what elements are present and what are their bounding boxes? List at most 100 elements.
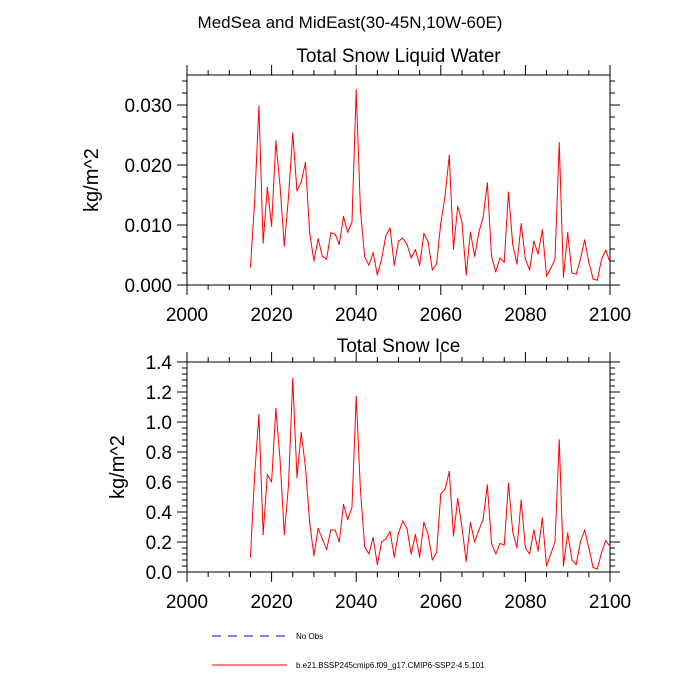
data-point bbox=[592, 566, 594, 569]
data-point bbox=[330, 529, 332, 531]
data-point bbox=[516, 547, 518, 549]
data-point bbox=[372, 252, 374, 254]
data-point bbox=[478, 231, 480, 233]
series-line bbox=[249, 89, 611, 281]
data-point bbox=[537, 550, 539, 552]
data-point bbox=[292, 132, 294, 134]
data-point bbox=[249, 556, 252, 558]
data-point bbox=[283, 533, 285, 536]
data-point bbox=[448, 470, 450, 473]
panel-2: Total Snow Ice kg/m^2 2000 2020 2040 2060 2080… bbox=[107, 336, 631, 613]
data-point bbox=[300, 431, 302, 434]
data-point bbox=[524, 547, 527, 549]
data-point bbox=[600, 551, 603, 554]
x-tick-label: 2060 bbox=[420, 305, 462, 326]
data-point bbox=[507, 482, 510, 485]
panel-title: Total Snow Ice bbox=[337, 336, 461, 357]
data-point bbox=[304, 466, 307, 468]
data-point bbox=[279, 458, 281, 461]
data-point bbox=[258, 105, 260, 107]
data-point bbox=[372, 536, 374, 539]
data-point bbox=[600, 258, 603, 260]
panel-title: Total Snow Liquid Water bbox=[296, 46, 501, 67]
data-point bbox=[266, 186, 268, 188]
data-point bbox=[435, 263, 438, 265]
data-point bbox=[342, 503, 345, 506]
data-point bbox=[457, 497, 459, 500]
data-point bbox=[380, 258, 383, 260]
y-tick-label: 0.4 bbox=[146, 503, 173, 524]
data-point bbox=[402, 237, 404, 239]
data-point bbox=[440, 493, 442, 495]
data-point bbox=[512, 243, 514, 245]
data-point bbox=[266, 473, 268, 476]
data-point bbox=[533, 529, 535, 531]
series-points bbox=[249, 89, 611, 281]
data-point bbox=[575, 563, 577, 566]
data-point bbox=[275, 407, 277, 410]
data-point bbox=[393, 264, 395, 266]
data-point bbox=[554, 541, 556, 543]
data-point bbox=[529, 269, 531, 271]
data-point bbox=[520, 499, 522, 501]
data-point bbox=[287, 196, 290, 198]
data-point bbox=[359, 209, 362, 211]
x-tick-label: 2040 bbox=[335, 592, 377, 613]
data-point bbox=[419, 556, 421, 558]
data-point bbox=[275, 140, 277, 142]
y-ticks: 0.0 0.2 0.4 0.6 0.8 1.0 1.2 1.4 bbox=[146, 353, 620, 584]
data-point bbox=[482, 518, 484, 521]
data-point bbox=[545, 275, 548, 277]
data-point bbox=[402, 520, 404, 522]
data-point bbox=[368, 553, 370, 555]
data-point bbox=[359, 488, 362, 491]
x-tick-label: 2000 bbox=[166, 592, 208, 613]
data-point bbox=[490, 255, 493, 257]
data-point bbox=[579, 541, 581, 543]
data-point bbox=[254, 200, 256, 202]
data-point bbox=[249, 266, 252, 268]
data-point bbox=[376, 274, 378, 276]
data-point bbox=[609, 545, 611, 548]
data-point bbox=[579, 258, 581, 260]
data-point bbox=[495, 271, 497, 273]
data-point bbox=[330, 232, 332, 234]
legend-item: b.e21.BSSP245cmip6.f09_g17.CMIP6-SSP2-4.… bbox=[212, 661, 485, 670]
data-point bbox=[300, 181, 302, 183]
data-point bbox=[558, 439, 560, 441]
data-point bbox=[419, 264, 421, 266]
data-point bbox=[588, 547, 590, 549]
x-tick-label: 2100 bbox=[589, 305, 631, 326]
data-point bbox=[347, 518, 349, 521]
data-point bbox=[406, 527, 408, 530]
data-point bbox=[541, 517, 543, 519]
data-point bbox=[499, 257, 501, 259]
data-point bbox=[376, 563, 378, 566]
data-point bbox=[444, 195, 446, 197]
data-point bbox=[495, 553, 497, 555]
data-point bbox=[410, 553, 412, 555]
data-point bbox=[279, 185, 281, 187]
data-point bbox=[465, 560, 467, 563]
data-point bbox=[562, 276, 565, 278]
y-tick-label: 1.0 bbox=[146, 413, 172, 434]
data-point bbox=[423, 521, 425, 524]
data-point bbox=[351, 221, 353, 223]
data-point bbox=[584, 239, 586, 241]
data-point bbox=[533, 240, 535, 242]
data-point bbox=[325, 548, 328, 551]
data-point bbox=[550, 267, 552, 269]
data-point bbox=[588, 261, 590, 263]
data-point bbox=[296, 190, 298, 192]
data-point bbox=[562, 565, 565, 567]
plot-frame bbox=[186, 74, 611, 286]
data-point bbox=[258, 413, 260, 416]
data-point bbox=[334, 529, 336, 531]
x-ticks: 2000 2020 2040 2060 2080 2100 bbox=[166, 65, 631, 326]
legend-item: No Obs bbox=[212, 632, 323, 641]
x-tick-label: 2100 bbox=[589, 592, 631, 613]
data-point bbox=[571, 559, 573, 561]
data-point bbox=[431, 559, 433, 561]
x-tick-label: 2040 bbox=[335, 305, 377, 326]
data-point bbox=[474, 255, 476, 257]
